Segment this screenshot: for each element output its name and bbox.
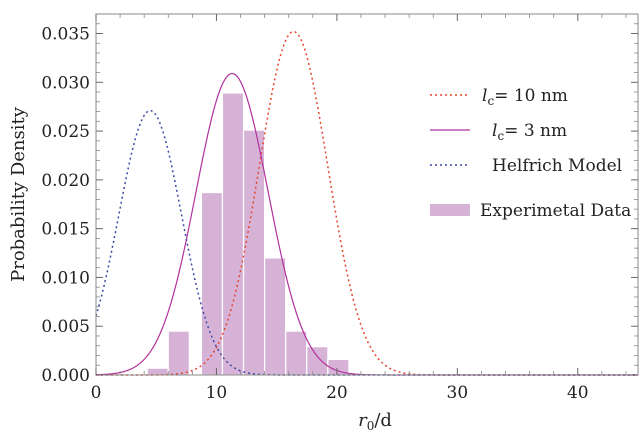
x-axis-title-main: r <box>358 410 368 431</box>
axis-ticks: 0 10 20 30 40 0.000 0.005 0.010 0.015 0.020 0.025 0… <box>41 14 638 403</box>
x-tick-label: 40 <box>567 383 589 403</box>
y-tick-label: 0.035 <box>41 25 90 45</box>
plot-frame <box>95 13 639 376</box>
y-tick-label: 0.010 <box>41 268 90 288</box>
histogram-bar-0 <box>146 367 169 376</box>
histogram-bars <box>146 92 350 376</box>
y-axis-title: Probability Density <box>8 106 29 282</box>
legend: lc= 10 nm lc= 3 nm Helfrich Model Experi… <box>430 86 631 221</box>
x-tick-label: 0 <box>91 383 102 403</box>
series-line-0 <box>96 30 638 376</box>
x-axis-title: r0/d <box>358 410 392 433</box>
histogram-bar-3 <box>200 191 224 376</box>
series-line-2 <box>95 109 638 376</box>
x-axis-title-rest: /d <box>374 410 392 431</box>
series-line-1 <box>95 72 638 376</box>
histogram-bar-1 <box>167 330 190 376</box>
legend-label-lc3: lc= 3 nm <box>492 121 567 143</box>
y-tick-label: 0.020 <box>41 171 90 191</box>
y-tick-label: 0.005 <box>41 317 90 337</box>
y-tick-label: 0.030 <box>41 73 90 93</box>
legend-label-experimental: Experimetal Data <box>480 201 631 221</box>
histogram-bar-6 <box>264 257 287 376</box>
y-tick-label: 0.025 <box>41 122 90 142</box>
histogram-bar-8 <box>306 346 329 376</box>
x-tick-label: 20 <box>326 383 348 403</box>
x-tick-label: 30 <box>447 383 469 403</box>
histogram-bar-7 <box>285 330 308 376</box>
y-tick-label: 0.015 <box>41 220 90 240</box>
x-tick-label: 10 <box>206 383 228 403</box>
legend-swatch-experimental <box>430 204 470 216</box>
legend-label-helfrich: Helfrich Model <box>492 156 622 176</box>
histogram-bar-4 <box>221 92 245 376</box>
x-axis-title-sub: 0 <box>367 419 375 433</box>
y-tick-label: 0.000 <box>41 366 90 386</box>
histogram-bar-5 <box>242 129 266 376</box>
legend-label-lc10: lc= 10 nm <box>482 86 568 108</box>
